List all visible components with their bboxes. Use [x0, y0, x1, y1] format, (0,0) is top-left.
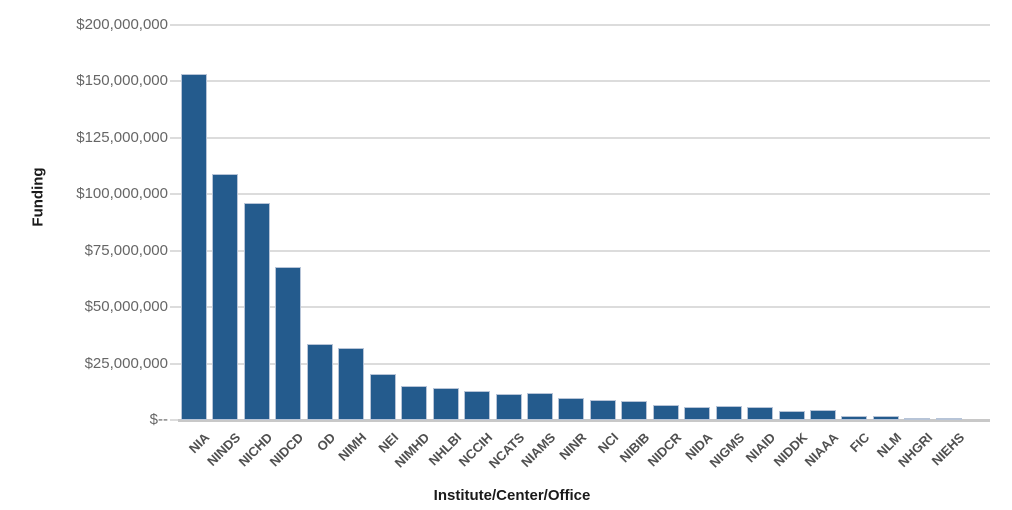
y-tick-mark: [170, 419, 178, 421]
y-tick-mark: [170, 249, 178, 252]
bar-NINDS: [212, 173, 239, 420]
gridline: [178, 136, 990, 139]
bar-NIEHS: [935, 417, 962, 420]
y-tick-label: $75,000,000: [84, 241, 168, 259]
bar-FIC: [841, 416, 868, 420]
bar-OD: [306, 343, 333, 420]
bar-NICHD: [243, 202, 270, 420]
y-tick-label: $125,000,000: [76, 128, 168, 146]
y-tick-mark: [170, 24, 178, 26]
y-tick-label: $100,000,000: [76, 185, 168, 203]
gridline: [178, 249, 990, 252]
bar-NIDDK: [778, 410, 805, 420]
bar-NCCIH: [464, 390, 491, 420]
y-tick-mark: [170, 193, 178, 196]
gridline: [178, 193, 990, 196]
bar-NIA: [181, 73, 207, 420]
bar-NCI: [589, 400, 616, 420]
gridline: [178, 24, 990, 26]
bar-NIMHD: [401, 385, 428, 420]
bar-NCATS: [495, 393, 522, 420]
bar-NIAAA: [810, 409, 836, 420]
bar-NIAID: [747, 406, 774, 420]
bar-NIDCR: [652, 405, 679, 420]
bar-NIGMS: [715, 406, 742, 420]
x-axis-title: Institute/Center/Office: [433, 487, 591, 504]
bar-NHLBI: [432, 388, 459, 420]
y-tick-label: $200,000,000: [76, 16, 168, 33]
y-tick-label: $150,000,000: [76, 72, 168, 90]
y-tick-label: $50,000,000: [84, 298, 168, 316]
x-axis-baseline: [178, 419, 990, 422]
bar-NIAMS: [526, 393, 553, 420]
bar-NEI: [369, 374, 396, 420]
y-tick-mark: [170, 80, 178, 83]
y-tick-mark: [170, 362, 178, 365]
bar-NIDCD: [275, 266, 302, 420]
bar-NLM: [872, 416, 899, 420]
y-tick-label: $--: [149, 411, 168, 428]
y-tick-mark: [170, 136, 178, 139]
gridline: [178, 362, 990, 365]
gridline: [178, 80, 990, 83]
bar-NIMH: [338, 347, 365, 420]
bar-NIBIB: [621, 400, 648, 420]
bar-NHGRI: [904, 417, 931, 420]
bar-NINR: [558, 398, 585, 420]
y-tick-label: $25,000,000: [84, 354, 168, 372]
bar-NIDA: [684, 407, 711, 420]
y-tick-mark: [170, 306, 178, 309]
gridline: [178, 306, 990, 309]
